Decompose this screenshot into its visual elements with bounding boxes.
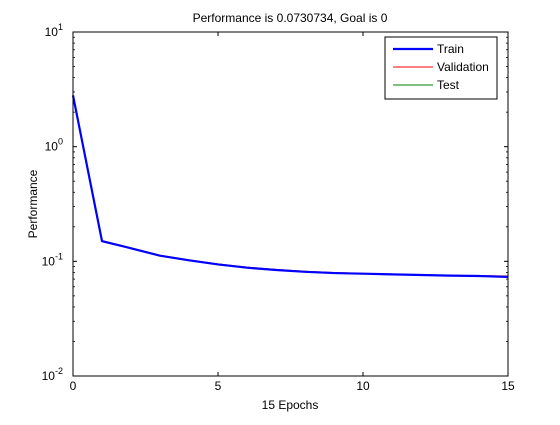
y-tick-exponent: -2 (55, 366, 63, 376)
legend-label-train: Train (437, 42, 464, 56)
x-tick-label: 15 (501, 379, 515, 393)
y-tick-exponent: -1 (55, 251, 63, 261)
legend-box (384, 36, 498, 100)
x-tick-label: 0 (70, 379, 77, 393)
x-axis-label: 15 Epochs (262, 398, 319, 412)
x-tick-label: 5 (215, 379, 222, 393)
series-line-train (71, 95, 509, 279)
legend-label-test: Test (437, 78, 460, 92)
y-tick-exponent: 0 (58, 137, 63, 147)
x-tick-label: 10 (356, 379, 370, 393)
legend-label-validation: Validation (437, 60, 489, 74)
y-tick-exponent: 1 (58, 22, 63, 32)
y-axis-label: Performance (26, 169, 40, 238)
series-layer (71, 95, 509, 279)
chart-title: Performance is 0.0730734, Goal is 0 (193, 11, 388, 25)
legend: Train Validation Test (384, 36, 498, 100)
axes-box (72, 31, 509, 377)
